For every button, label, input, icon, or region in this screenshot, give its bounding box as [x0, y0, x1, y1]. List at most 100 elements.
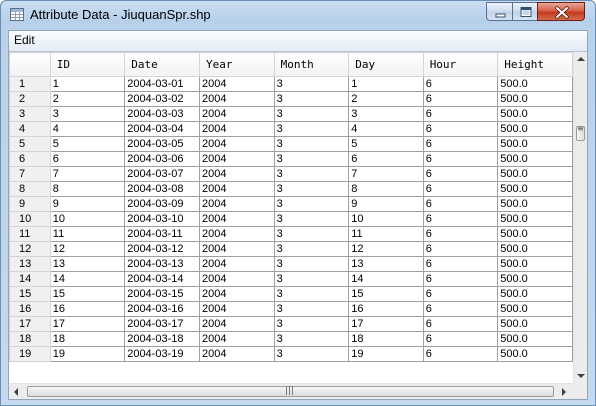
- table-cell-height[interactable]: 500.0: [497, 151, 573, 167]
- scroll-down-arrow-icon[interactable]: [577, 374, 585, 378]
- table-cell-id[interactable]: 6: [49, 151, 126, 167]
- table-cell-month[interactable]: 3: [273, 241, 350, 257]
- maximize-button[interactable]: [512, 2, 538, 21]
- table-cell-height[interactable]: 500.0: [497, 286, 573, 302]
- column-header-month[interactable]: Month: [273, 52, 350, 77]
- table-cell-id[interactable]: 18: [49, 331, 126, 347]
- table-row[interactable]: 13 13 2004-03-13 2004 3 13 6 500.0: [9, 256, 573, 272]
- table-cell-day[interactable]: 18: [348, 331, 424, 347]
- table-cell-id[interactable]: 7: [49, 166, 126, 182]
- table-cell-date[interactable]: 2004-03-17: [124, 316, 201, 332]
- table-row[interactable]: 9 9 2004-03-09 2004 3 9 6 500.0: [9, 196, 573, 212]
- table-cell-day[interactable]: 14: [348, 271, 424, 287]
- table-row[interactable]: 16 16 2004-03-16 2004 3 16 6 500.0: [9, 301, 573, 317]
- row-header[interactable]: 19: [9, 346, 51, 362]
- table-cell-year[interactable]: 2004: [199, 346, 275, 362]
- table-cell-year[interactable]: 2004: [199, 91, 275, 107]
- table-cell-date[interactable]: 2004-03-18: [124, 331, 201, 347]
- table-cell-date[interactable]: 2004-03-04: [124, 121, 201, 137]
- table-cell-hour[interactable]: 6: [422, 316, 499, 332]
- table-cell-height[interactable]: 500.0: [497, 271, 573, 287]
- table-cell-year[interactable]: 2004: [199, 301, 275, 317]
- table-cell-hour[interactable]: 6: [422, 166, 499, 182]
- row-header[interactable]: 17: [9, 316, 51, 332]
- table-cell-date[interactable]: 2004-03-12: [124, 241, 201, 257]
- row-header[interactable]: 18: [9, 331, 51, 347]
- table-cell-month[interactable]: 3: [273, 121, 350, 137]
- column-header-year[interactable]: Year: [199, 52, 275, 77]
- table-cell-month[interactable]: 3: [273, 256, 350, 272]
- table-row[interactable]: 11 11 2004-03-11 2004 3 11 6 500.0: [9, 226, 573, 242]
- table-cell-hour[interactable]: 6: [422, 286, 499, 302]
- table-cell-hour[interactable]: 6: [422, 241, 499, 257]
- table-row[interactable]: 17 17 2004-03-17 2004 3 17 6 500.0: [9, 316, 573, 332]
- scroll-up-arrow-icon[interactable]: [577, 57, 585, 61]
- size-grip[interactable]: [573, 383, 587, 399]
- table-cell-date[interactable]: 2004-03-02: [124, 91, 201, 107]
- table-cell-month[interactable]: 3: [273, 76, 350, 92]
- column-header-hour[interactable]: Hour: [422, 52, 499, 77]
- table-row[interactable]: 7 7 2004-03-07 2004 3 7 6 500.0: [9, 166, 573, 182]
- table-cell-height[interactable]: 500.0: [497, 226, 573, 242]
- table-cell-year[interactable]: 2004: [199, 226, 275, 242]
- column-header-height[interactable]: Height: [497, 52, 573, 77]
- table-cell-month[interactable]: 3: [273, 196, 350, 212]
- row-header[interactable]: 9: [9, 196, 51, 212]
- table-cell-height[interactable]: 500.0: [497, 346, 573, 362]
- table-cell-day[interactable]: 1: [348, 76, 424, 92]
- table-cell-year[interactable]: 2004: [199, 106, 275, 122]
- table-cell-date[interactable]: 2004-03-09: [124, 196, 201, 212]
- table-cell-date[interactable]: 2004-03-07: [124, 166, 201, 182]
- table-cell-year[interactable]: 2004: [199, 316, 275, 332]
- row-header[interactable]: 15: [9, 286, 51, 302]
- table-cell-date[interactable]: 2004-03-01: [124, 76, 201, 92]
- table-cell-month[interactable]: 3: [273, 106, 350, 122]
- table-cell-hour[interactable]: 6: [422, 121, 499, 137]
- row-header[interactable]: 11: [9, 226, 51, 242]
- scroll-left-arrow-icon[interactable]: [14, 388, 18, 396]
- table-cell-day[interactable]: 13: [348, 256, 424, 272]
- table-cell-day[interactable]: 7: [348, 166, 424, 182]
- table-cell-date[interactable]: 2004-03-14: [124, 271, 201, 287]
- table-cell-date[interactable]: 2004-03-13: [124, 256, 201, 272]
- table-cell-height[interactable]: 500.0: [497, 211, 573, 227]
- table-cell-year[interactable]: 2004: [199, 151, 275, 167]
- table-cell-id[interactable]: 3: [49, 106, 126, 122]
- table-cell-day[interactable]: 4: [348, 121, 424, 137]
- table-cell-day[interactable]: 15: [348, 286, 424, 302]
- table-row[interactable]: 3 3 2004-03-03 2004 3 3 6 500.0: [9, 106, 573, 122]
- table-cell-date[interactable]: 2004-03-15: [124, 286, 201, 302]
- table-row[interactable]: 15 15 2004-03-15 2004 3 15 6 500.0: [9, 286, 573, 302]
- table-cell-day[interactable]: 19: [348, 346, 424, 362]
- table-cell-day[interactable]: 12: [348, 241, 424, 257]
- column-header-day[interactable]: Day: [348, 52, 424, 77]
- table-cell-day[interactable]: 16: [348, 301, 424, 317]
- row-header[interactable]: 14: [9, 271, 51, 287]
- table-cell-date[interactable]: 2004-03-08: [124, 181, 201, 197]
- table-cell-id[interactable]: 2: [49, 91, 126, 107]
- column-header-date[interactable]: Date: [124, 52, 201, 77]
- table-cell-month[interactable]: 3: [273, 286, 350, 302]
- row-header[interactable]: 3: [9, 106, 51, 122]
- row-header[interactable]: 1: [9, 76, 51, 92]
- table-cell-height[interactable]: 500.0: [497, 166, 573, 182]
- vertical-scrollbar[interactable]: ≡: [573, 52, 587, 383]
- table-cell-hour[interactable]: 6: [422, 106, 499, 122]
- table-cell-height[interactable]: 500.0: [497, 106, 573, 122]
- table-cell-year[interactable]: 2004: [199, 211, 275, 227]
- table-cell-height[interactable]: 500.0: [497, 196, 573, 212]
- table-cell-hour[interactable]: 6: [422, 181, 499, 197]
- table-row[interactable]: 6 6 2004-03-06 2004 3 6 6 500.0: [9, 151, 573, 167]
- table-cell-hour[interactable]: 6: [422, 76, 499, 92]
- table-cell-month[interactable]: 3: [273, 301, 350, 317]
- table-cell-day[interactable]: 5: [348, 136, 424, 152]
- table-row[interactable]: 10 10 2004-03-10 2004 3 10 6 500.0: [9, 211, 573, 227]
- table-cell-hour[interactable]: 6: [422, 331, 499, 347]
- table-cell-month[interactable]: 3: [273, 166, 350, 182]
- table-cell-date[interactable]: 2004-03-16: [124, 301, 201, 317]
- minimize-button[interactable]: [486, 2, 513, 21]
- table-cell-year[interactable]: 2004: [199, 76, 275, 92]
- title-bar[interactable]: Attribute Data - JiuquanSpr.shp: [1, 1, 595, 29]
- table-cell-id[interactable]: 5: [49, 136, 126, 152]
- row-header[interactable]: 6: [9, 151, 51, 167]
